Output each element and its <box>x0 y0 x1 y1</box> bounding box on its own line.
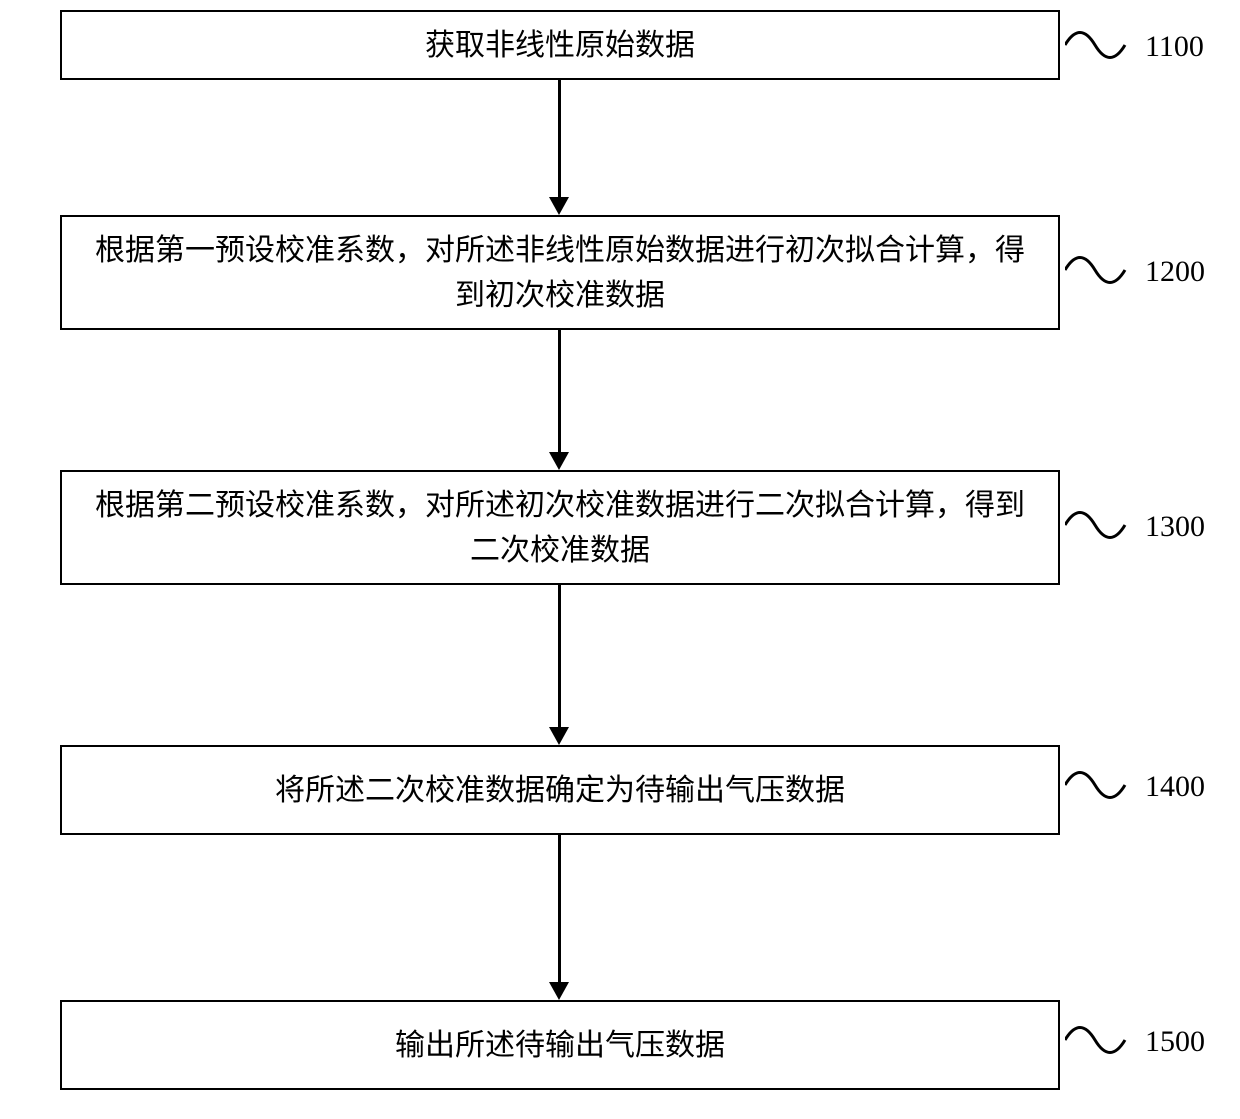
flowchart-canvas: 获取非线性原始数据 根据第一预设校准系数，对所述非线性原始数据进行初次拟合计算，… <box>0 0 1240 1119</box>
step-box-3: 根据第二预设校准系数，对所述初次校准数据进行二次拟合计算，得到二次校准数据 <box>60 470 1060 585</box>
arrow-4-line <box>558 835 561 983</box>
step-box-2: 根据第一预设校准系数，对所述非线性原始数据进行初次拟合计算，得到初次校准数据 <box>60 215 1060 330</box>
squiggle-4 <box>1065 755 1135 815</box>
step-label-5: 1500 <box>1145 1025 1205 1059</box>
step-text-1: 获取非线性原始数据 <box>425 23 695 68</box>
step-box-1: 获取非线性原始数据 <box>60 10 1060 80</box>
label-text-5: 1500 <box>1145 1025 1205 1058</box>
step-text-5: 输出所述待输出气压数据 <box>395 1023 725 1068</box>
label-text-4: 1400 <box>1145 770 1205 803</box>
arrow-1-line <box>558 80 561 198</box>
step-text-4: 将所述二次校准数据确定为待输出气压数据 <box>275 768 845 813</box>
step-label-1: 1100 <box>1145 30 1204 64</box>
step-text-3: 根据第二预设校准系数，对所述初次校准数据进行二次拟合计算，得到二次校准数据 <box>82 483 1038 573</box>
arrow-4-head <box>549 982 569 1000</box>
step-label-3: 1300 <box>1145 510 1205 544</box>
squiggle-1 <box>1065 15 1135 75</box>
step-label-4: 1400 <box>1145 770 1205 804</box>
step-box-4: 将所述二次校准数据确定为待输出气压数据 <box>60 745 1060 835</box>
label-text-1: 1100 <box>1145 30 1204 63</box>
squiggle-3 <box>1065 495 1135 555</box>
arrow-3-head <box>549 727 569 745</box>
squiggle-2 <box>1065 240 1135 300</box>
step-text-2: 根据第一预设校准系数，对所述非线性原始数据进行初次拟合计算，得到初次校准数据 <box>82 228 1038 318</box>
arrow-2-head <box>549 452 569 470</box>
arrow-1-head <box>549 197 569 215</box>
arrow-2-line <box>558 330 561 453</box>
label-text-3: 1300 <box>1145 510 1205 543</box>
step-box-5: 输出所述待输出气压数据 <box>60 1000 1060 1090</box>
step-label-2: 1200 <box>1145 255 1205 289</box>
arrow-3-line <box>558 585 561 728</box>
label-text-2: 1200 <box>1145 255 1205 288</box>
squiggle-5 <box>1065 1010 1135 1070</box>
